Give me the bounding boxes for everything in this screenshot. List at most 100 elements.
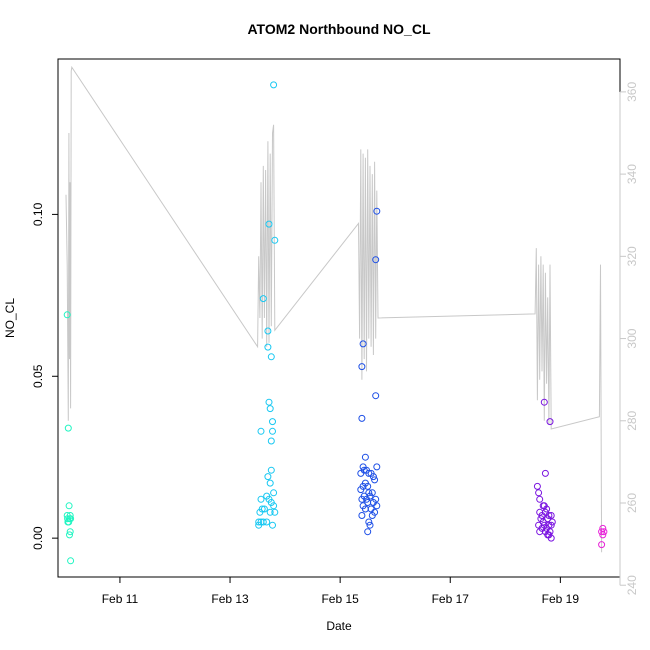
data-point-series-4 [541,469,549,477]
data-point-series-3 [357,469,365,477]
data-point-series-1 [66,531,73,539]
data-point-series-3 [365,518,373,526]
data-point-series-5 [598,528,606,536]
data-point-series-2 [257,495,265,503]
data-point-series-3 [372,256,380,264]
y-axis-label: NO_CL [3,298,17,338]
data-point-series-3 [373,463,381,471]
data-point-series-5 [599,531,607,539]
data-point-series-3 [358,495,366,503]
x-tick-label: Feb 17 [432,592,470,606]
data-point-series-4 [545,512,553,519]
data-point-series-5 [598,541,606,549]
data-point-series-3 [365,469,373,477]
y-tick-label: 0.10 [31,202,45,226]
data-point-series-3 [369,473,377,481]
data-point-series-3 [361,505,369,513]
data-point-series-3 [373,502,381,510]
data-point-series-3 [364,482,372,490]
data-point-series-3 [366,521,374,529]
data-point-series-4 [540,398,548,406]
data-point-series-4 [536,495,544,503]
data-point-series-3 [364,499,372,506]
data-point-series-2 [259,518,267,526]
data-point-series-1 [66,528,74,536]
x-tick-label: Feb 11 [102,592,139,606]
data-point-series-2 [267,437,275,445]
y-tick-label: 0.00 [31,526,45,550]
x-tick-label: Feb 15 [321,592,359,606]
right-y-axis: 240 260 280 300 320 340 360 [619,82,639,595]
right-y-tick-label: 280 [625,410,639,430]
data-point-series-4 [539,518,547,526]
data-point-series-3 [363,495,370,503]
data-point-series-3 [372,392,380,400]
data-point-series-2 [266,508,274,516]
x-axis: Feb 11 Feb 13 Feb 15 Feb 17 Feb 19 [102,576,580,606]
data-point-series-1 [66,512,74,519]
data-point-series-2 [255,521,263,529]
data-point-series-1 [67,515,75,523]
x-tick-label: Feb 19 [542,592,580,606]
data-point-series-4 [547,521,555,529]
data-point-series-4 [538,512,546,519]
data-point-series-2 [265,398,273,406]
data-point-series-2 [269,418,276,426]
data-point-series-2 [266,479,274,487]
data-point-series-3 [359,340,367,348]
data-point-series-4 [533,482,541,490]
right-y-tick-label: 320 [625,246,639,266]
chart-title: ATOM2 Northbound NO_CL [247,21,430,37]
data-point-series-2 [269,521,276,529]
data-point-series-3 [365,489,373,497]
series-line-right-axis [65,65,603,553]
right-y-tick-label: 300 [625,328,639,348]
data-point-series-4 [535,489,543,497]
data-point-series-2 [257,427,265,435]
right-y-tick-label: 340 [625,164,639,184]
data-point-series-3 [358,414,366,422]
data-point-series-2 [270,502,278,510]
data-point-series-2 [259,295,267,303]
x-tick-label: Feb 13 [211,592,249,606]
data-point-series-2 [255,518,263,526]
data-point-series-3 [373,207,381,215]
x-axis-label: Date [326,619,352,633]
data-point-series-2 [267,353,275,361]
data-point-series-3 [361,453,369,461]
data-point-series-2 [264,343,272,351]
y-axis: 0.00 0.05 0.10 [31,202,59,550]
data-point-series-2 [264,327,272,335]
data-point-series-3 [358,512,366,519]
data-point-series-3 [368,512,376,519]
data-point-series-1 [67,557,75,565]
data-point-series-3 [367,505,375,513]
data-point-series-2 [266,405,274,413]
plot-frame [57,58,621,578]
y-tick-label: 0.05 [31,364,45,388]
data-point-series-3 [364,528,372,536]
data-point-series-4 [544,515,552,523]
right-y-tick-label: 260 [625,493,639,513]
data-point-series-2 [267,466,275,474]
data-point-series-4 [547,534,555,542]
data-point-series-4 [543,505,551,513]
data-point-series-1 [63,311,71,319]
data-point-series-5 [600,528,608,536]
data-point-series-3 [358,363,366,371]
right-y-tick-label: 360 [625,82,639,102]
right-axis-line [65,65,603,553]
data-point-series-1 [64,424,72,432]
data-point-series-2 [269,427,276,435]
data-point-series-2 [264,473,272,481]
data-point-series-2 [263,518,271,526]
data-point-series-1 [65,502,73,510]
data-point-series-2 [256,508,264,516]
data-point-series-2 [270,81,278,89]
right-y-tick-label: 240 [625,575,639,595]
data-point-series-4 [546,418,554,426]
data-point-series-3 [357,486,365,494]
data-point-series-2 [265,220,273,228]
data-point-series-2 [271,508,279,516]
